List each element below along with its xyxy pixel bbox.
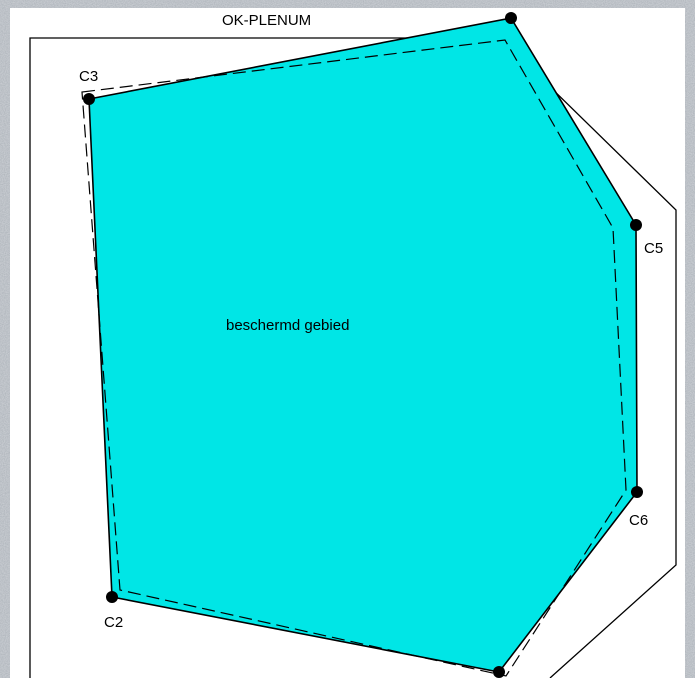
enclosure-label: OK-PLENUM <box>222 12 312 29</box>
corner-marker-top <box>505 12 517 24</box>
plenum-outline <box>29 37 677 678</box>
point-label-c5: C5 <box>644 240 664 257</box>
corner-marker-c5 <box>630 219 642 231</box>
area-label: beschermd gebied <box>226 317 350 334</box>
corner-marker-c3 <box>83 93 95 105</box>
corner-marker-bottom <box>493 666 505 678</box>
corner-marker-c6 <box>631 486 643 498</box>
corner-marker-c2 <box>106 591 118 603</box>
point-label-c3: C3 <box>79 68 99 85</box>
point-label-c2: C2 <box>104 614 124 631</box>
point-label-c6: C6 <box>629 512 649 529</box>
dashed-contour <box>81 39 627 677</box>
protected-area <box>88 17 638 673</box>
